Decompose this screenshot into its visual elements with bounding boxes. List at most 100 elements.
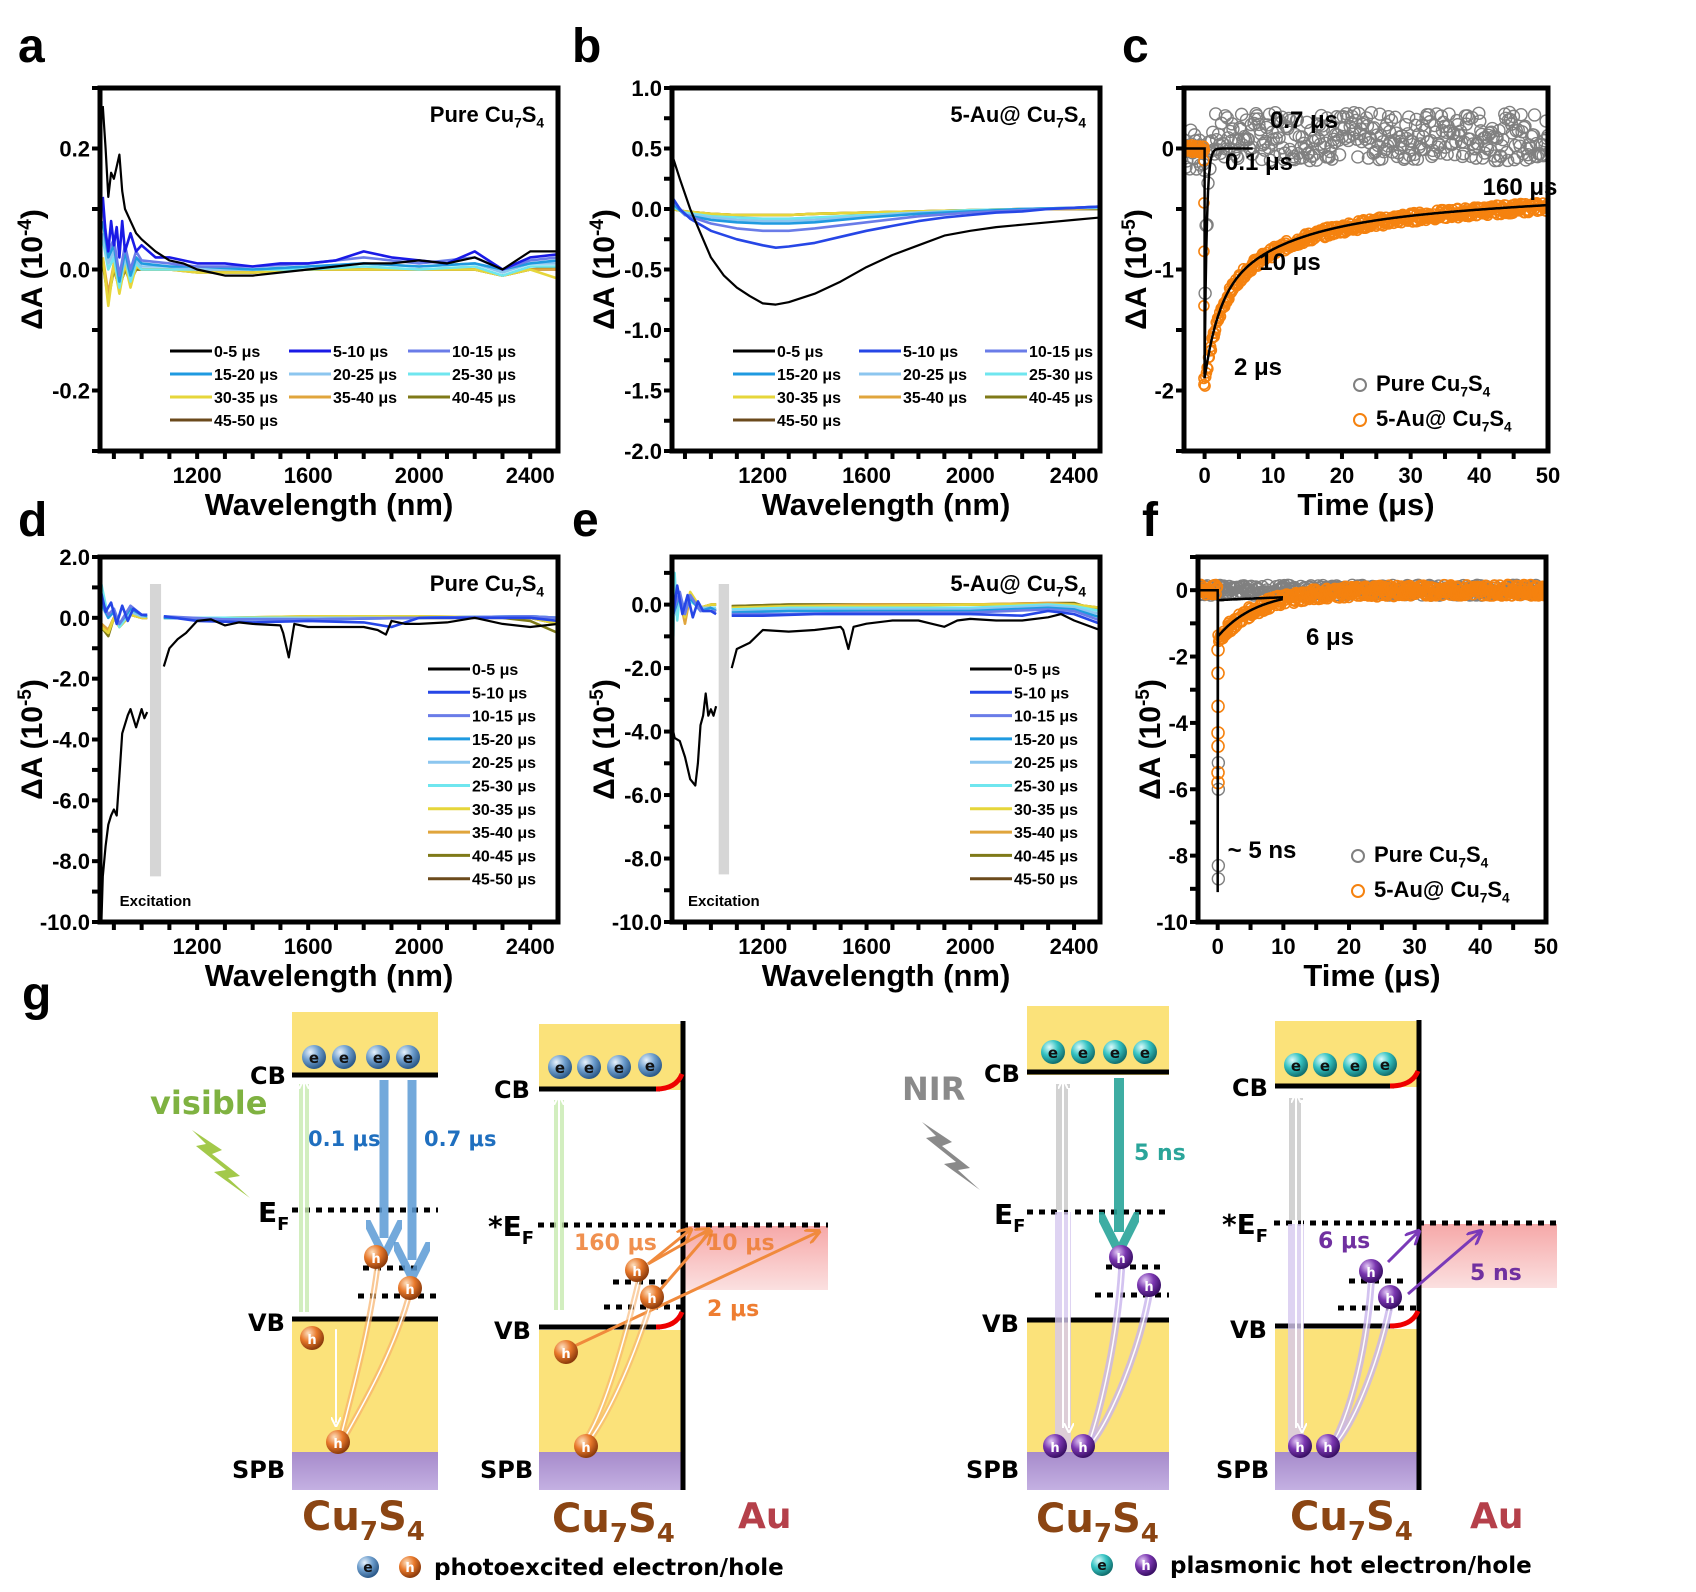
electron-label: e — [555, 1059, 565, 1077]
hole-relaxation-arrows — [1086, 1261, 1154, 1445]
legend-label: 35-40 μs — [1014, 825, 1078, 842]
data-point — [1305, 149, 1319, 164]
legend: 0-5 μs 5-10 μs 10-15 μs 15-20 μs 20-25 μs 25-… — [733, 344, 1093, 430]
hole-label: h — [1385, 1292, 1394, 1307]
x-tick-label: 2000 — [946, 934, 995, 959]
data-point — [1500, 145, 1514, 160]
data-point — [1517, 120, 1531, 135]
electron-label: e — [373, 1049, 383, 1067]
y-tick-label: -2.0 — [624, 439, 662, 464]
x-tick-label: 1200 — [738, 463, 787, 488]
electrons: e e e e — [1041, 1040, 1157, 1064]
spb-band — [1275, 1452, 1418, 1490]
electron-label: e — [614, 1059, 624, 1077]
material-label: Cu7S4 — [1036, 1496, 1159, 1549]
y-tick-label: 0 — [1162, 137, 1174, 162]
data-point — [1541, 129, 1546, 142]
series-line — [731, 604, 1098, 615]
plot-area — [1200, 578, 1544, 893]
legend-label: 10-15 μs — [472, 709, 536, 726]
series-line — [162, 616, 556, 667]
x-tick-label: 2000 — [395, 934, 444, 959]
data-point — [1448, 147, 1462, 162]
data-point — [1402, 110, 1416, 124]
chart-a: 1200 1600 2000 2400 0.2 0.0 -0.2 Wavelength (nm… — [15, 85, 561, 522]
hole — [640, 1285, 664, 1309]
legend-label: Pure Cu7S4 — [1374, 842, 1489, 871]
data-point — [1255, 152, 1269, 167]
electron — [1313, 1053, 1337, 1077]
label-part: Pure Cu — [1374, 842, 1458, 867]
label-part: 5-Au@ Cu — [950, 571, 1056, 596]
hole-transfer-arrows — [565, 1230, 818, 1444]
hole-label: h — [581, 1441, 590, 1456]
electron-label: e — [1110, 1044, 1120, 1062]
hole — [554, 1340, 578, 1364]
y-axis-label-paren: ) — [1120, 209, 1153, 219]
cb-label: CB — [1232, 1074, 1268, 1102]
hole-icon — [399, 1556, 421, 1578]
time-label-fast: 0.1 μs — [308, 1127, 380, 1151]
data-point — [1316, 122, 1330, 137]
x-axis-label: Wavelength (nm) — [762, 958, 1011, 993]
y-axis-label-text: ΔA (10 — [588, 236, 621, 330]
hole-label: h — [1323, 1441, 1332, 1456]
cb-label: CB — [250, 1062, 286, 1090]
y-tick-label: -0.5 — [624, 258, 662, 283]
hole — [398, 1276, 422, 1300]
legend-label: 20-25 μs — [903, 367, 967, 384]
data-point — [1434, 109, 1449, 123]
x-tick-label: 2000 — [395, 463, 444, 488]
data-point — [1198, 378, 1210, 391]
fit-line-pure — [1200, 588, 1284, 893]
plot-area — [674, 571, 1098, 875]
au-label: Au — [1470, 1496, 1524, 1537]
hole-label: h — [1295, 1441, 1304, 1456]
y-axis-label-paren: ) — [588, 209, 621, 219]
y-tick-label: -6.0 — [624, 783, 662, 808]
legend-marker — [1353, 378, 1367, 392]
data-point — [1379, 118, 1394, 132]
hole-label: h — [405, 1283, 414, 1298]
y-axis-label-paren: ) — [16, 679, 49, 689]
panel-label-b: b — [572, 20, 601, 73]
data-point — [1465, 110, 1479, 125]
legend-label: 5-10 μs — [333, 344, 388, 361]
label-subscript: 4 — [536, 116, 544, 131]
x-tick-label: 2400 — [506, 934, 555, 959]
label-subscript: 7 — [1458, 856, 1466, 871]
legend-label: 0-5 μs — [1014, 662, 1060, 679]
data-point — [1473, 114, 1487, 128]
data-point — [1186, 160, 1193, 174]
label-part: Pure Cu — [430, 102, 514, 127]
plot-area — [1186, 105, 1546, 392]
x-tick-label: 10 — [1261, 463, 1285, 488]
legend-label: 10-15 μs — [452, 344, 516, 361]
legend-label: 30-35 μs — [472, 802, 536, 819]
series-line — [731, 609, 1098, 625]
data-point — [1540, 587, 1544, 599]
data-point — [1241, 132, 1256, 147]
y-tick-label: -6 — [1168, 777, 1188, 802]
x-tick-label: 1600 — [842, 463, 891, 488]
electron — [302, 1045, 326, 1069]
data-point — [1308, 133, 1323, 148]
vb-label: VB — [248, 1309, 285, 1337]
vb-label: VB — [1230, 1316, 1267, 1344]
y-tick-label: -6.0 — [52, 788, 90, 813]
data-point — [1189, 162, 1204, 176]
legend-label: 0-5 μs — [214, 344, 260, 361]
legend-plasmonic: e h plasmonic hot electron/hole — [1091, 1553, 1532, 1579]
data-point — [1388, 110, 1402, 125]
label-part: S — [1466, 842, 1481, 867]
electron-label: e — [1140, 1044, 1150, 1062]
data-point — [1281, 111, 1296, 126]
legend-text: plasmonic hot electron/hole — [1170, 1553, 1532, 1579]
legend-label: 45-50 μs — [1014, 872, 1078, 889]
data-point — [1186, 123, 1198, 137]
electron-icon — [357, 1556, 379, 1578]
data-point — [1301, 147, 1315, 161]
time-constant-label: 6 μs — [1306, 624, 1354, 651]
data-point — [1487, 149, 1501, 163]
x-tick-label: 0 — [1212, 934, 1224, 959]
